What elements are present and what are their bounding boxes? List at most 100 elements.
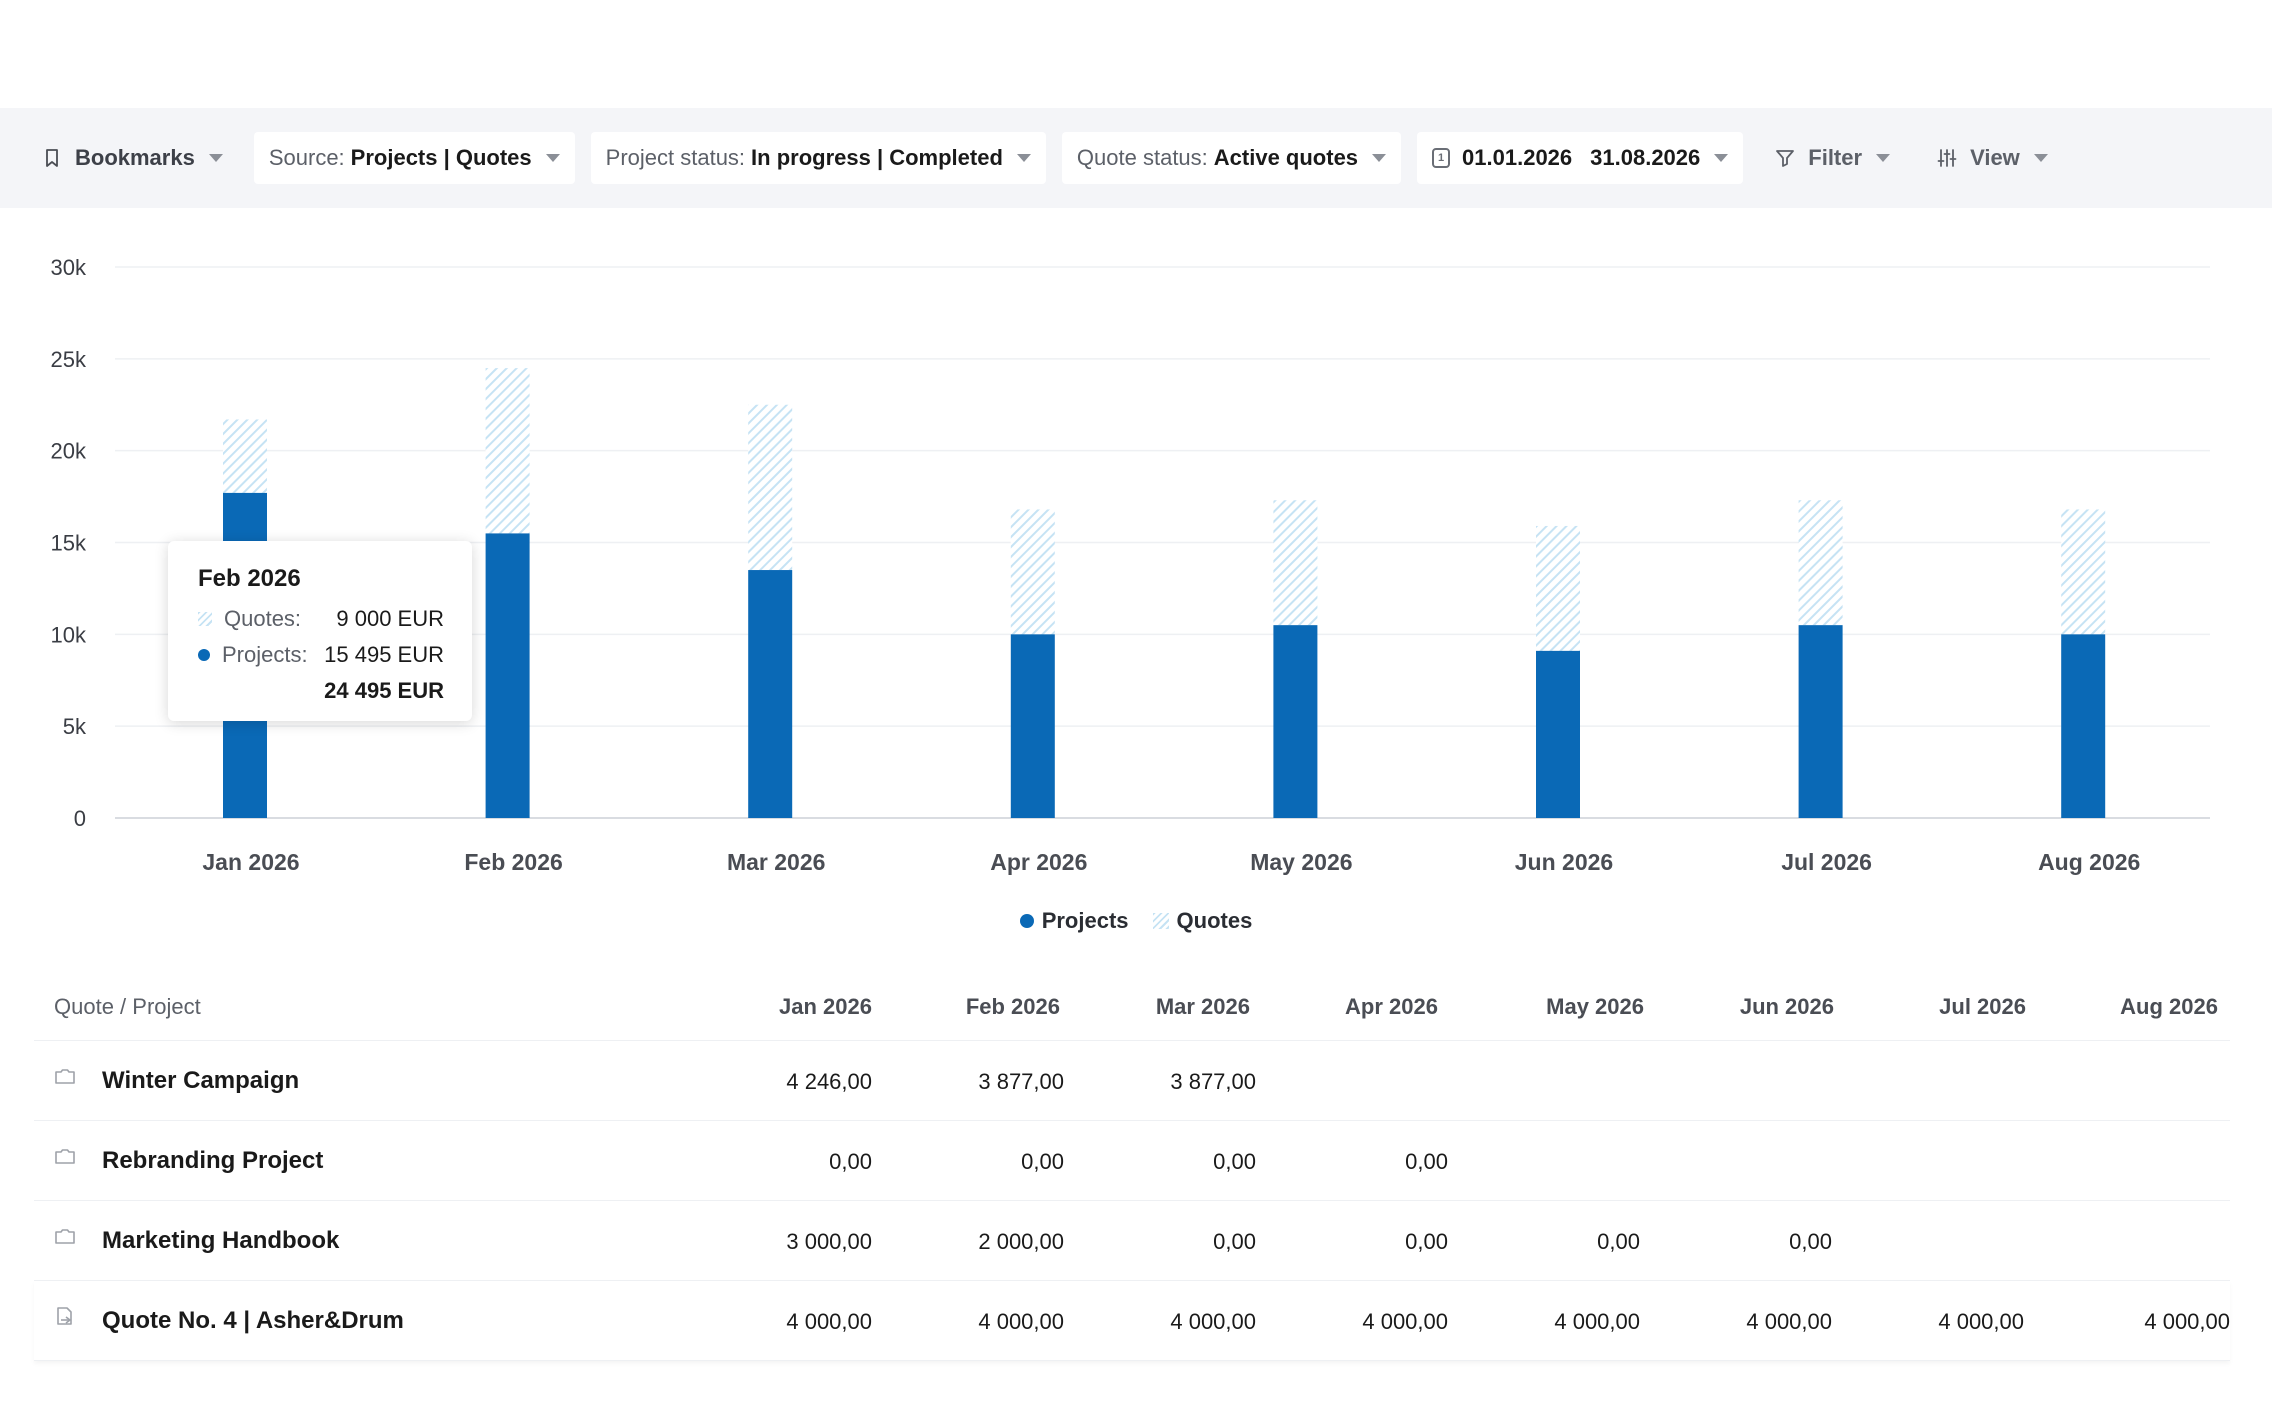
quote-status-dropdown[interactable]: Quote status: Active quotes (1061, 132, 1402, 184)
row-name[interactable]: Rebranding Project (102, 1147, 324, 1174)
bar-quotes[interactable] (1273, 500, 1318, 626)
column-header-month[interactable]: Apr 2026 (1345, 994, 1438, 1019)
table-row[interactable]: Marketing Handbook 3 000,00 2 000,00 0,00 0,… (34, 1201, 2230, 1281)
quote-status-value: Active quotes (1213, 145, 1359, 170)
chevron-down-icon (545, 154, 560, 162)
quote-document-icon (57, 1307, 72, 1325)
x-tick-label: Feb 2026 (464, 849, 562, 875)
table-cell-value: 0,00 (1213, 1229, 1256, 1254)
table-cell-value: 3 877,00 (1170, 1069, 1256, 1094)
legend-quotes-label: Quotes (1176, 908, 1253, 933)
bar-projects[interactable] (1798, 625, 1843, 818)
table-body: Winter Campaign 4 246,00 3 877,00 3 877,00 R… (34, 1041, 2230, 1361)
filter-toolbar: Bookmarks Source: Projects | Quotes Proj… (0, 108, 2272, 208)
y-tick-label: 0 (74, 806, 86, 831)
bar-quotes[interactable] (1536, 525, 1580, 651)
table-cell-value: 0,00 (1213, 1149, 1256, 1174)
bar-projects[interactable] (2061, 634, 2106, 818)
folder-icon (55, 1069, 75, 1084)
row-name[interactable]: Marketing Handbook (102, 1227, 340, 1254)
tooltip-projects-value: 15 495 EUR (324, 642, 444, 667)
bar-quotes[interactable] (748, 404, 793, 571)
view-label: View (1970, 145, 2020, 170)
y-tick-label: 15k (51, 531, 87, 556)
table-row[interactable]: Winter Campaign 4 246,00 3 877,00 3 877,00 (34, 1041, 2230, 1121)
projects-swatch (198, 649, 210, 661)
filter-label: Filter (1808, 145, 1863, 170)
bar-quotes[interactable] (1010, 509, 1055, 635)
y-tick-label: 25k (51, 347, 87, 372)
table-cell-value: 0,00 (1597, 1229, 1640, 1254)
bar-quotes[interactable] (2061, 509, 2106, 635)
view-dropdown[interactable]: View (1921, 132, 2063, 184)
column-header-month[interactable]: Jan 2026 (779, 994, 872, 1019)
folder-icon (55, 1229, 75, 1244)
source-dropdown[interactable]: Source: Projects | Quotes (253, 132, 575, 184)
y-tick-label: 5k (63, 714, 87, 739)
quotes-hatch-icon (1152, 913, 1169, 929)
project-status-dropdown[interactable]: Project status: In progress | Completed (590, 132, 1046, 184)
chevron-down-icon (208, 154, 223, 162)
folder-icon (55, 1149, 75, 1164)
y-tick-label: 10k (51, 622, 87, 647)
tooltip-quotes-row: Quotes: 9 000 EUR (198, 601, 444, 637)
column-header-month[interactable]: Mar 2026 (1155, 994, 1250, 1019)
table-cell-value: 3 877,00 (978, 1069, 1064, 1094)
bar-projects[interactable] (748, 570, 793, 818)
table-cell-value: 4 000,00 (1170, 1309, 1256, 1334)
table-cell-value: 4 000,00 (1554, 1309, 1640, 1334)
bookmarks-dropdown[interactable]: Bookmarks (26, 132, 238, 184)
table-cell-value: 4 000,00 (1746, 1309, 1832, 1334)
table-header: Quote / Project Jan 2026 Feb 2026 Mar 2026… (34, 970, 2230, 1041)
column-header-month[interactable]: Jun 2026 (1739, 994, 1834, 1019)
bar-quotes[interactable] (223, 419, 267, 493)
row-name[interactable]: Winter Campaign (102, 1067, 300, 1094)
bar-projects[interactable] (1536, 650, 1580, 818)
y-tick-label: 30k (51, 255, 87, 280)
tooltip-total: 24 495 EUR (324, 678, 444, 703)
x-tick-label: Aug 2026 (2038, 849, 2140, 875)
legend-projects-label: Projects (1041, 908, 1129, 933)
chevron-down-icon (2033, 154, 2048, 162)
table-cell-value: 4 000,00 (978, 1309, 1064, 1334)
column-header-month[interactable]: Aug 2026 (2120, 994, 2218, 1019)
funnel-icon (1776, 150, 1795, 167)
column-header-month[interactable]: Jul 2026 (1939, 994, 2026, 1019)
y-tick-label: 20k (51, 439, 87, 464)
table-row[interactable]: Rebranding Project 0,00 0,00 0,00 0,00 (34, 1121, 2230, 1201)
date-from: 01.01.2026 (1462, 145, 1573, 170)
filter-dropdown[interactable]: Filter (1759, 132, 1905, 184)
source-label: Source: (268, 145, 345, 170)
bookmark-icon (46, 149, 58, 167)
bar-quotes[interactable] (1798, 500, 1843, 626)
x-tick-label: May 2026 (1250, 849, 1352, 875)
legend-item-projects[interactable]: Projects (1019, 908, 1129, 934)
tooltip-title: Feb 2026 (198, 565, 301, 592)
tooltip-quotes-label: Quotes: (224, 606, 302, 631)
table-row[interactable]: Quote No. 4 | Asher&Drum 4 000,00 4 000,00… (34, 1281, 2230, 1361)
column-header-month[interactable]: Feb 2026 (965, 994, 1060, 1019)
bar-quotes[interactable] (485, 368, 530, 534)
bar-projects[interactable] (1010, 634, 1055, 818)
column-header-quote-project: Quote / Project (54, 994, 201, 1019)
bar-projects[interactable] (1273, 625, 1318, 818)
table-cell-value: 0,00 (1021, 1149, 1064, 1174)
date-range-picker[interactable]: 1 01.01.2026 31.08.2026 (1417, 132, 1744, 184)
projects-dot-icon (1019, 914, 1034, 928)
table-cell-value: 0,00 (1405, 1149, 1448, 1174)
row-name[interactable]: Quote No. 4 | Asher&Drum (102, 1307, 404, 1334)
table-cell-value: 0,00 (829, 1149, 872, 1174)
table-cell-value: 4 000,00 (786, 1309, 872, 1334)
project-status-value: In progress | Completed (751, 145, 1003, 170)
calendar-icon: 1 (1432, 148, 1451, 168)
bookmarks-label: Bookmarks (75, 145, 195, 170)
table-cell-value: 4 000,00 (1362, 1309, 1448, 1334)
legend-item-quotes[interactable]: Quotes (1152, 908, 1253, 934)
table-cell-value: 4 000,00 (2144, 1309, 2230, 1334)
x-tick-label: Mar 2026 (727, 849, 825, 875)
column-header-month[interactable]: May 2026 (1546, 994, 1644, 1019)
bar-projects[interactable] (485, 533, 530, 818)
date-to: 31.08.2026 (1590, 145, 1701, 170)
table-cell-value: 0,00 (1789, 1229, 1832, 1254)
table-cell-value: 4 246,00 (786, 1069, 872, 1094)
